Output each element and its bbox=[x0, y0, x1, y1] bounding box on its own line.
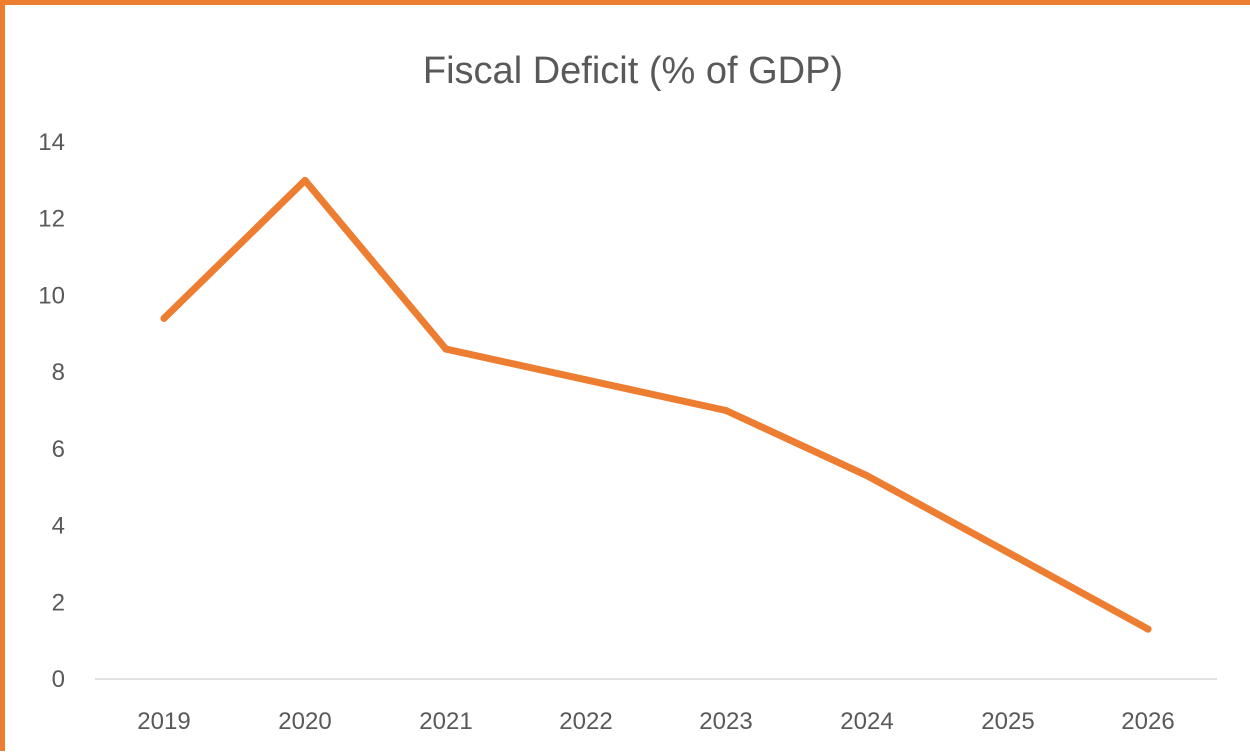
y-tick-label: 0 bbox=[52, 666, 65, 693]
data-point bbox=[722, 407, 730, 414]
data-point bbox=[442, 345, 450, 353]
y-tick-label: 4 bbox=[52, 513, 65, 540]
series-layer bbox=[160, 176, 1152, 633]
x-tick-label: 2026 bbox=[1121, 708, 1174, 735]
x-tick-label: 2024 bbox=[840, 708, 893, 735]
x-tick-label: 2022 bbox=[559, 708, 612, 735]
y-tick-label: 14 bbox=[38, 129, 65, 156]
y-tick-label: 10 bbox=[38, 282, 65, 309]
x-tick-label: 2020 bbox=[278, 708, 331, 735]
data-point bbox=[582, 376, 590, 384]
x-tick-label: 2025 bbox=[981, 708, 1034, 735]
x-axis-ticks: 2019 2020 2021 2022 2023 2024 2025 2026 bbox=[137, 708, 1174, 735]
x-tick-label: 2021 bbox=[419, 708, 472, 735]
y-tick-label: 8 bbox=[52, 359, 65, 386]
y-tick-label: 2 bbox=[52, 589, 65, 616]
y-tick-label: 6 bbox=[52, 436, 65, 463]
data-point bbox=[160, 314, 168, 322]
data-point bbox=[301, 176, 309, 184]
y-axis-ticks: 0 2 4 6 8 10 12 14 bbox=[38, 129, 65, 693]
series-line bbox=[160, 176, 1152, 633]
y-tick-label: 12 bbox=[38, 206, 65, 233]
data-point bbox=[1004, 548, 1012, 556]
fiscal-deficit-line-chart: Fiscal Deficit (% of GDP) 0 2 4 6 8 10 12 14 20… bbox=[38, 50, 1217, 735]
data-point bbox=[1144, 625, 1152, 633]
data-point bbox=[863, 472, 871, 480]
chart-title: Fiscal Deficit (% of GDP) bbox=[423, 50, 843, 92]
x-tick-label: 2023 bbox=[699, 708, 752, 735]
x-tick-label: 2019 bbox=[137, 708, 190, 735]
